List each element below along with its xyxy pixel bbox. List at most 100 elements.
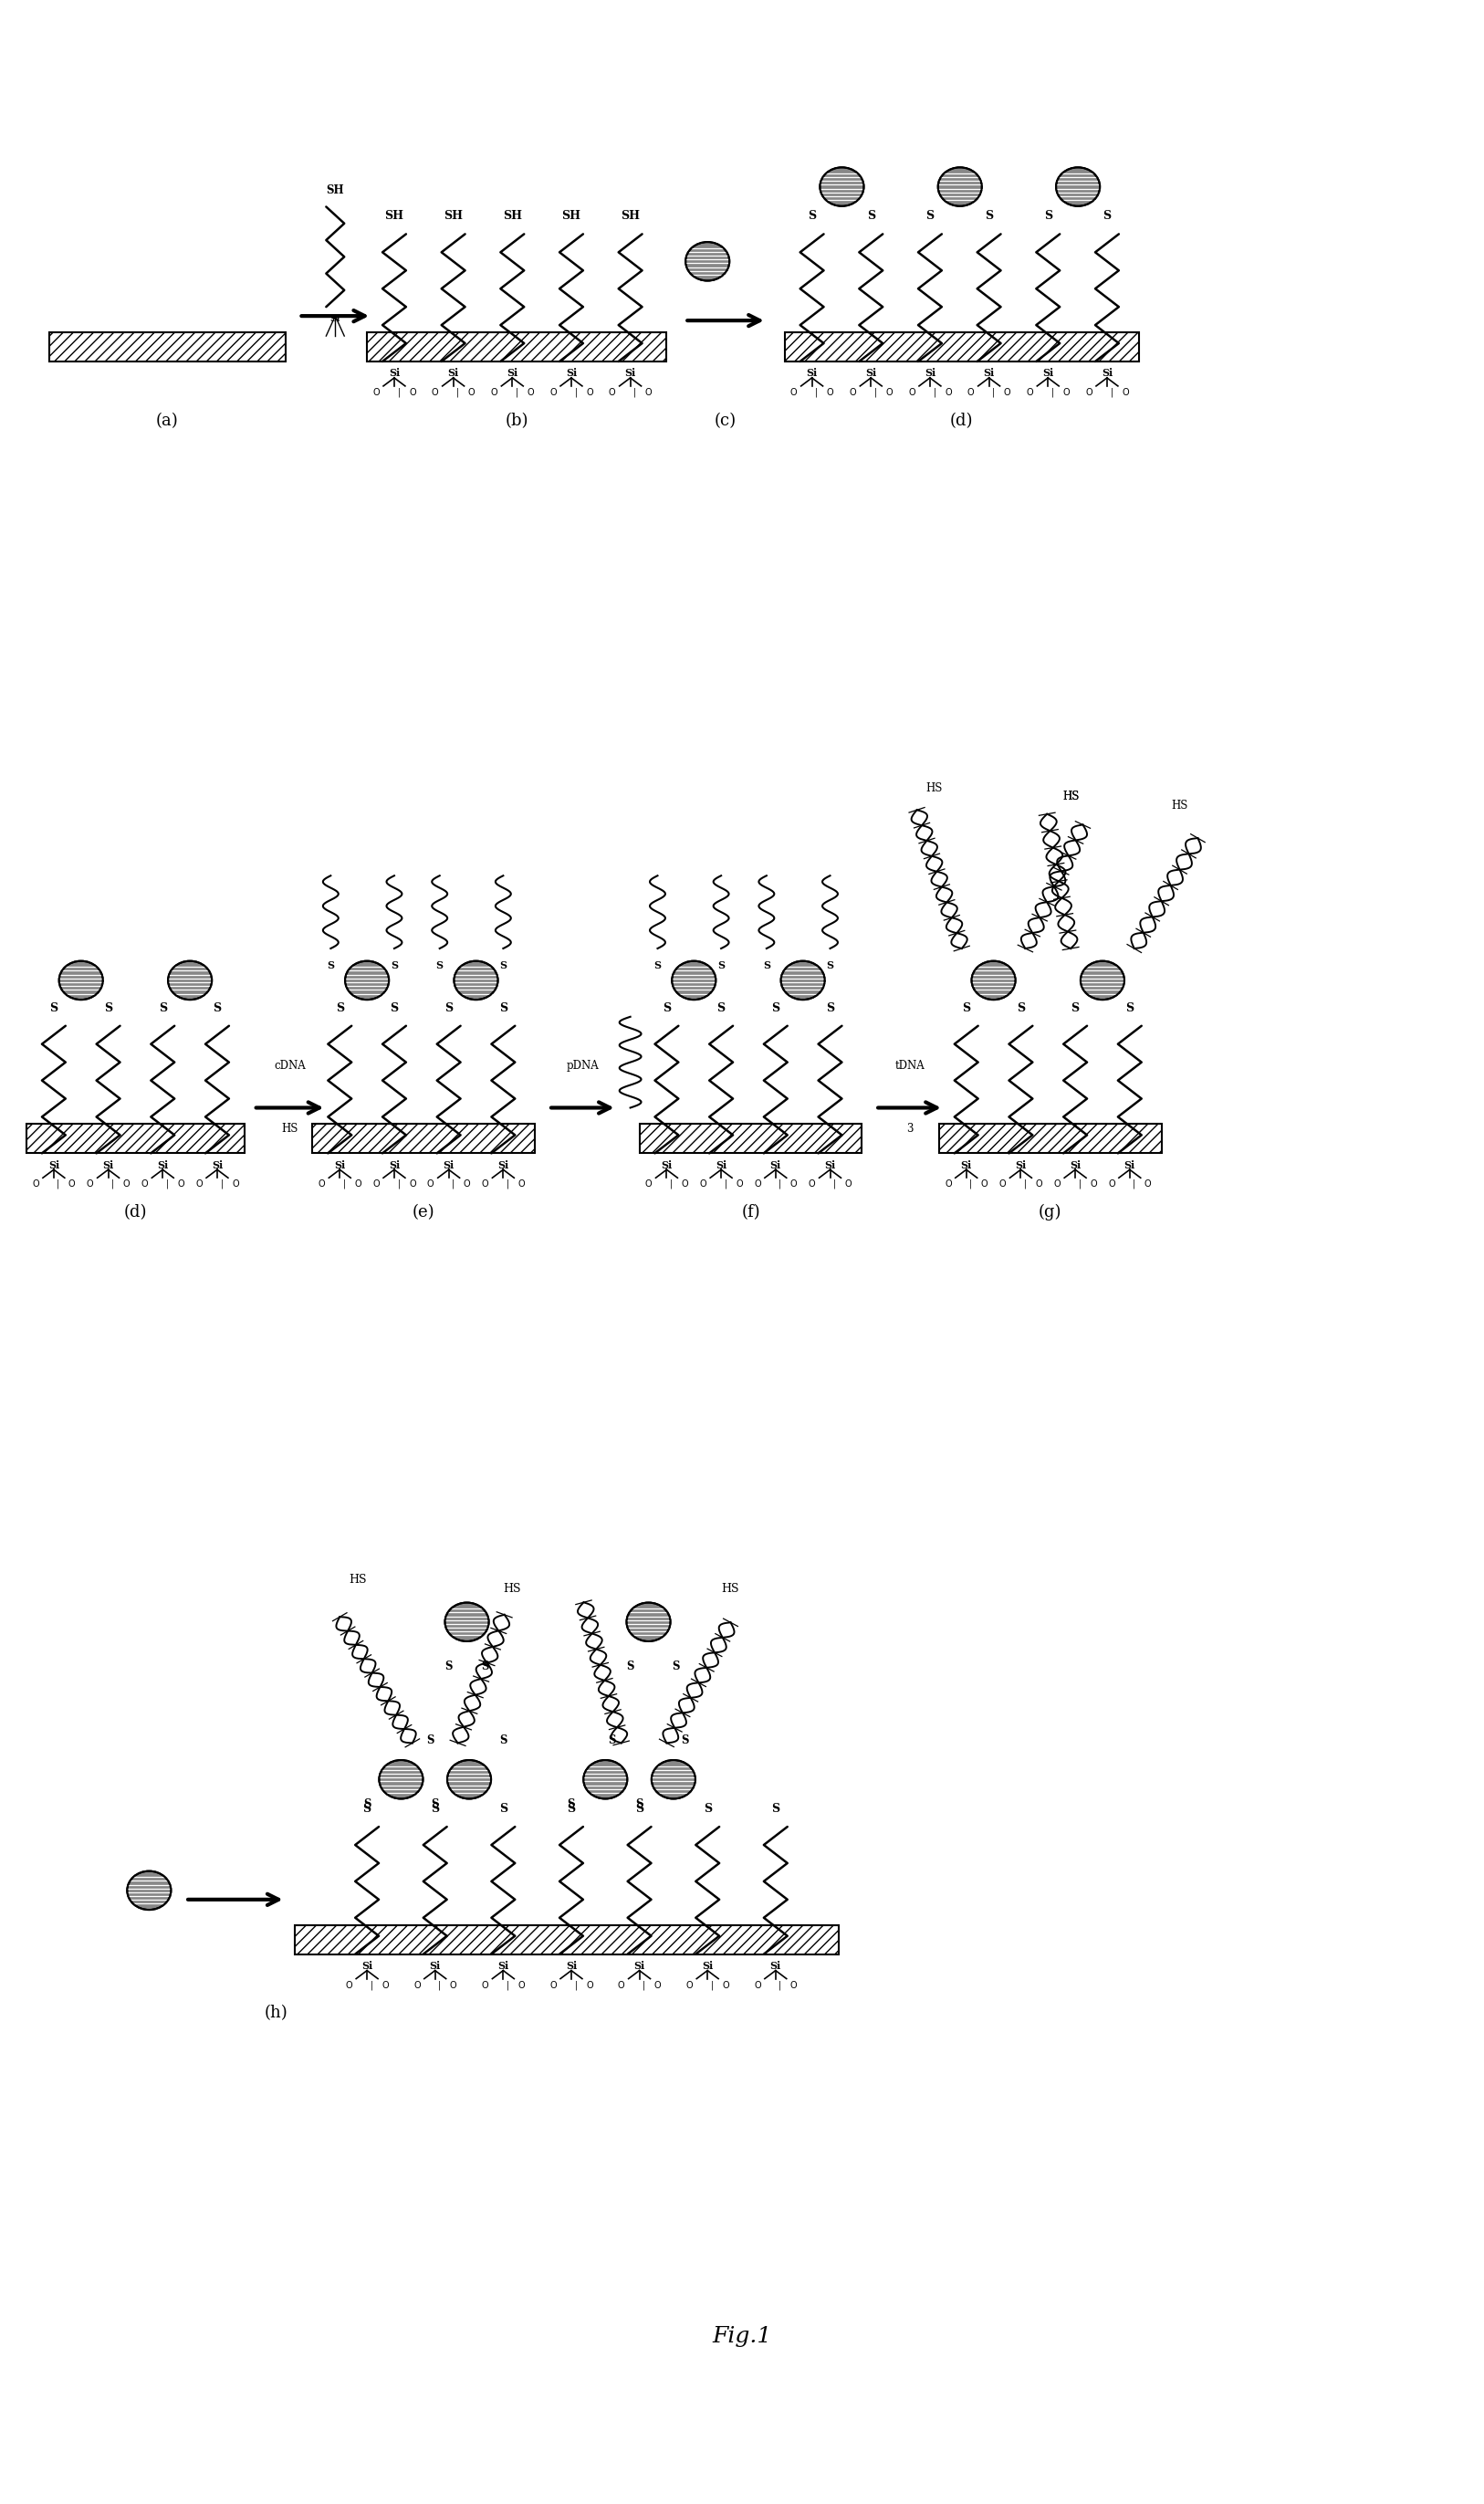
Text: Si: Si: [506, 368, 518, 378]
Text: O: O: [232, 1179, 239, 1189]
Text: O: O: [527, 388, 534, 398]
Text: S: S: [390, 1002, 398, 1014]
Text: |: |: [634, 388, 637, 398]
Text: |: |: [991, 388, 994, 398]
Text: O: O: [1063, 388, 1070, 398]
Text: O: O: [491, 388, 497, 398]
Text: |: |: [438, 1981, 441, 1991]
Text: |: |: [456, 388, 459, 398]
Text: |: |: [815, 388, 818, 398]
Text: O: O: [646, 1179, 651, 1189]
Text: Si: Si: [806, 368, 818, 378]
Ellipse shape: [378, 1760, 423, 1798]
Text: pDNA: pDNA: [567, 1059, 600, 1072]
Text: Si: Si: [362, 1961, 372, 1971]
Text: O: O: [463, 1179, 470, 1189]
Ellipse shape: [445, 1603, 488, 1640]
Text: O: O: [736, 1179, 743, 1189]
Text: O: O: [723, 1981, 729, 1991]
Text: Si: Si: [1015, 1159, 1027, 1169]
Text: O: O: [945, 388, 951, 398]
Text: HS: HS: [1063, 791, 1079, 804]
Text: Si: Si: [715, 1159, 727, 1169]
Text: (d): (d): [950, 413, 974, 428]
Text: S: S: [772, 1002, 779, 1014]
Ellipse shape: [821, 168, 864, 205]
Text: S: S: [827, 1002, 834, 1014]
Text: (e): (e): [413, 1204, 435, 1219]
Text: O: O: [945, 1179, 951, 1189]
Text: O: O: [844, 1179, 852, 1189]
Text: O: O: [33, 1179, 39, 1189]
Text: S: S: [499, 1803, 508, 1815]
Text: Si: Si: [429, 1961, 441, 1971]
Text: Si: Si: [770, 1961, 781, 1971]
Text: Si: Si: [865, 368, 877, 378]
Text: |: |: [669, 1179, 672, 1189]
Text: O: O: [549, 1981, 556, 1991]
Text: O: O: [518, 1981, 525, 1991]
Text: S: S: [326, 962, 334, 972]
Text: S: S: [635, 1803, 644, 1815]
Text: Si: Si: [770, 1159, 781, 1169]
Ellipse shape: [583, 1760, 628, 1798]
Text: S: S: [672, 1660, 680, 1673]
Bar: [640, 1124, 862, 1154]
Text: |: |: [933, 388, 936, 398]
Text: S: S: [159, 1002, 166, 1014]
Text: O: O: [381, 1981, 389, 1991]
Text: SH: SH: [503, 210, 522, 223]
Text: O: O: [999, 1179, 1006, 1189]
Text: O: O: [617, 1981, 625, 1991]
Text: S: S: [962, 1002, 971, 1014]
Text: S: S: [445, 1660, 453, 1673]
Text: |: |: [779, 1179, 782, 1189]
Ellipse shape: [454, 962, 499, 999]
Text: O: O: [432, 388, 439, 398]
Text: O: O: [791, 1981, 797, 1991]
Bar: [939, 1124, 1162, 1154]
Text: HS: HS: [503, 1583, 521, 1595]
Text: O: O: [68, 1179, 76, 1189]
Text: O: O: [586, 388, 594, 398]
Text: |: |: [220, 1179, 223, 1189]
Text: O: O: [654, 1981, 660, 1991]
Text: O: O: [586, 1981, 594, 1991]
Text: O: O: [849, 388, 856, 398]
Text: S: S: [763, 962, 770, 972]
Text: Si: Si: [1101, 368, 1113, 378]
Text: |: |: [874, 388, 877, 398]
Text: Si: Si: [444, 1159, 454, 1169]
Text: O: O: [809, 1179, 815, 1189]
Text: Fig.1: Fig.1: [712, 2326, 772, 2346]
Bar: [313, 1124, 534, 1154]
Text: |: |: [1079, 1179, 1082, 1189]
Text: S: S: [662, 1002, 671, 1014]
Ellipse shape: [672, 962, 715, 999]
Text: Si: Si: [984, 368, 994, 378]
Text: Si: Si: [1070, 1159, 1080, 1169]
Text: Si: Si: [329, 316, 340, 323]
Text: O: O: [427, 1179, 433, 1189]
Text: Si: Si: [825, 1159, 835, 1169]
Text: S: S: [430, 1803, 439, 1815]
Text: Si: Si: [448, 368, 459, 378]
Ellipse shape: [972, 962, 1015, 999]
Text: S: S: [1071, 1002, 1079, 1014]
Text: O: O: [646, 388, 651, 398]
Text: S: S: [567, 1798, 576, 1810]
Ellipse shape: [447, 1760, 491, 1798]
Text: HS: HS: [349, 1573, 367, 1585]
Text: |: |: [370, 1981, 372, 1991]
Text: |: |: [451, 1179, 454, 1189]
Text: S: S: [681, 1735, 689, 1748]
Text: |: |: [833, 1179, 835, 1189]
Text: S: S: [567, 1803, 576, 1815]
Text: |: |: [506, 1981, 509, 1991]
Text: S: S: [717, 1002, 726, 1014]
Text: Si: Si: [660, 1159, 672, 1169]
Text: |: |: [779, 1981, 782, 1991]
Text: SH: SH: [620, 210, 640, 223]
Text: O: O: [908, 388, 916, 398]
Text: S: S: [654, 962, 662, 972]
